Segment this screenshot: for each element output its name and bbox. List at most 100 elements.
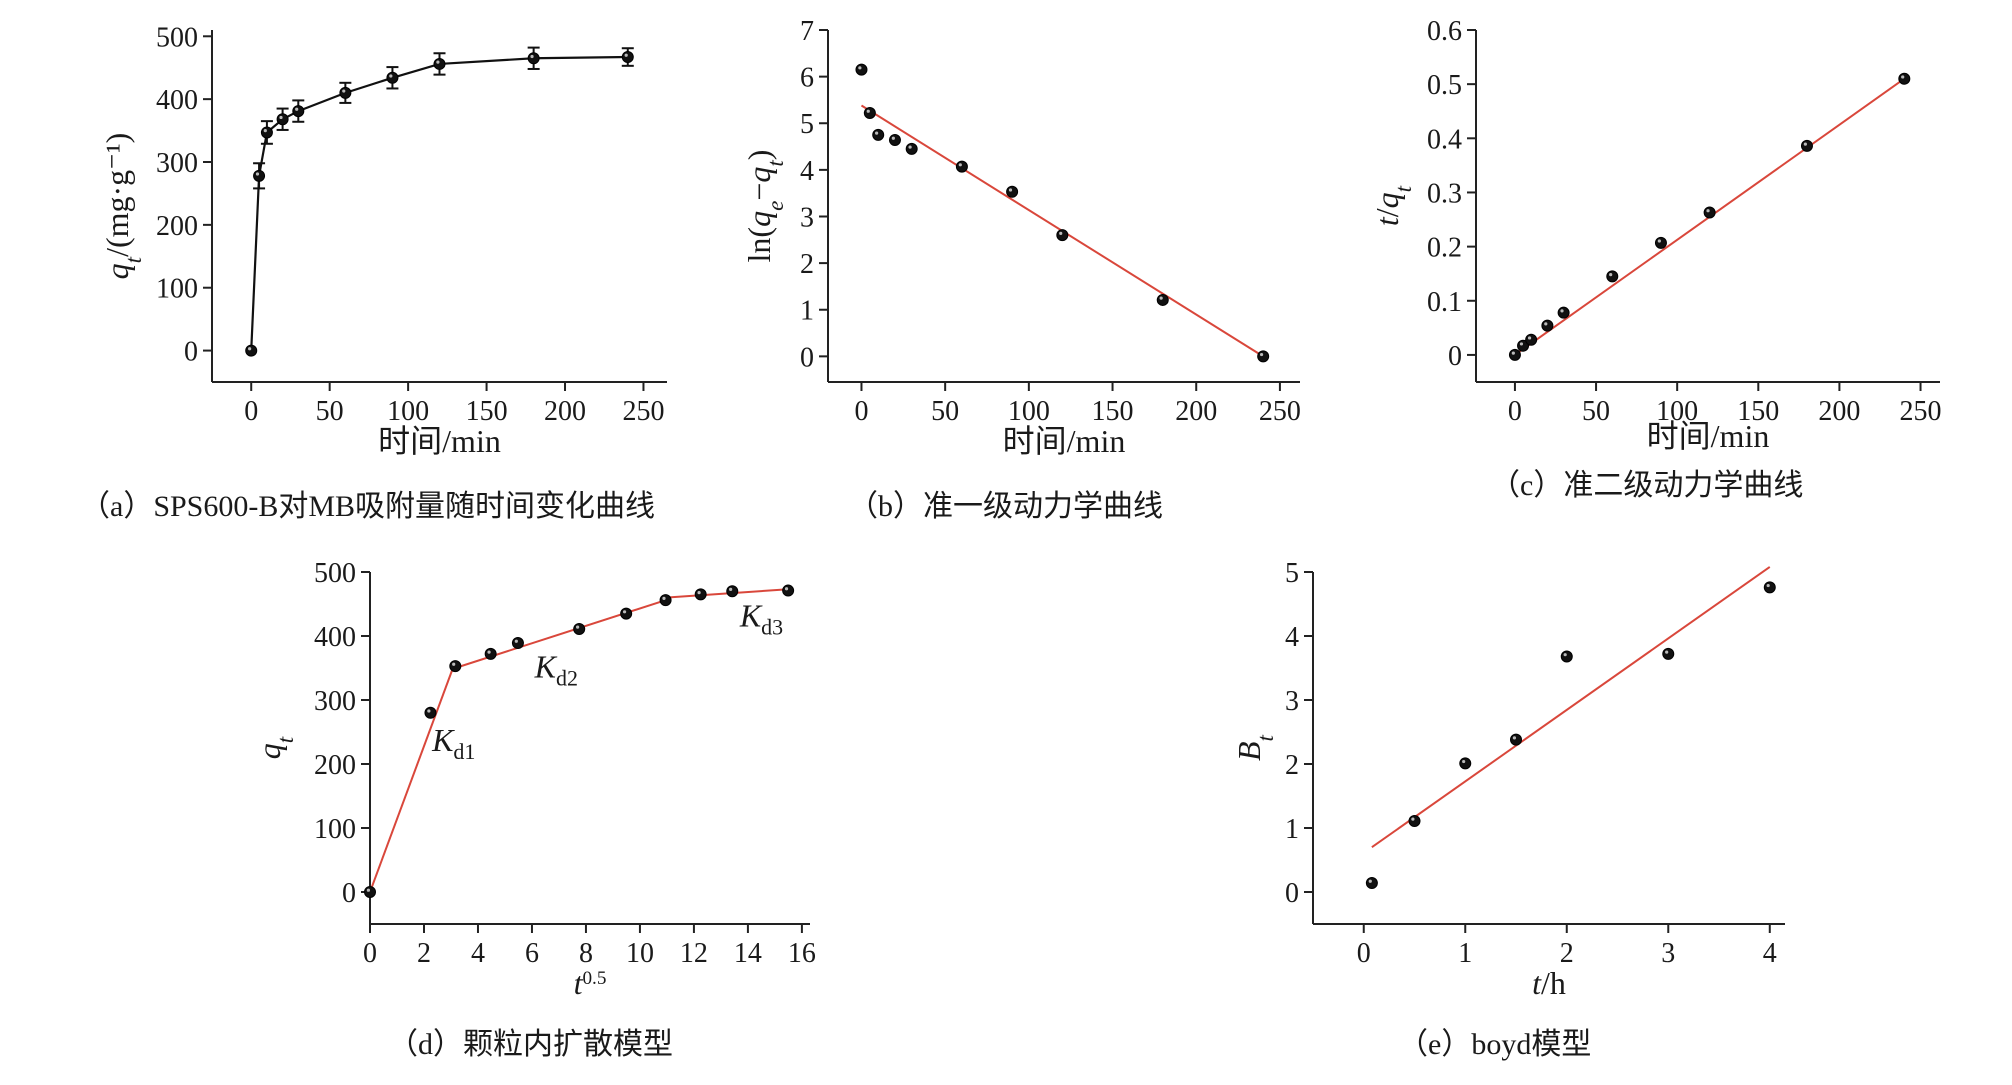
y-tick-label: 3 (1285, 686, 1299, 717)
x-tick-label: 100 (1008, 396, 1050, 427)
data-point (1763, 581, 1776, 594)
x-tick-label: 10 (626, 938, 654, 969)
chart-a: 0 50 100 150 200 250 0 100 200 300 400 500 时间/min qt/… (80, 22, 667, 523)
data-point (1800, 139, 1813, 152)
y-tick-label: 0.1 (1427, 287, 1462, 318)
data-point (386, 71, 399, 84)
chart-e: 0 1 2 3 4 0 1 2 3 4 5 t/h Bt （e）boyd模型 (1231, 558, 1785, 1061)
data-point (1006, 185, 1019, 198)
data-point-highlight (622, 610, 627, 614)
x-tick-label: 3 (1661, 938, 1675, 969)
x-tick-label: 0 (1508, 396, 1522, 427)
data-point (484, 647, 497, 660)
x-tick-label: 200 (1818, 396, 1860, 427)
data-point-highlight (452, 662, 456, 666)
data-point-highlight (514, 639, 518, 643)
x-axis-label: t/h (1532, 965, 1566, 1001)
annotation-label: Kd2 (534, 649, 578, 691)
data-point-highlight (436, 60, 440, 64)
data-point-highlight (908, 145, 912, 149)
x-tick-label: 150 (1737, 396, 1779, 427)
data-point (1459, 757, 1472, 770)
y-tick-label: 0 (184, 337, 198, 368)
chart-d: 0 2 4 6 8 10 12 14 16 0 100 200 300 400 500 t0.5 qt Kd1 Kd… (251, 558, 816, 1061)
annotation-label: Kd3 (739, 597, 783, 639)
data-point (1898, 72, 1911, 85)
x-tick-label: 8 (579, 938, 593, 969)
y-tick-label: 500 (156, 22, 198, 53)
data-point (1056, 229, 1069, 242)
fit-line (1371, 566, 1771, 849)
x-tick-label: 50 (316, 396, 344, 427)
x-tick-label: 0 (363, 938, 377, 969)
x-tick-label: 1 (1458, 938, 1472, 969)
y-tick-label: 200 (156, 211, 198, 242)
x-tick-label: 2 (1560, 938, 1574, 969)
y-tick-label: 0.4 (1427, 124, 1462, 155)
y-axis-label: qt/(mg·g⁻¹) (99, 133, 146, 280)
data-point (1541, 319, 1554, 332)
data-point-highlight (1511, 351, 1515, 355)
data-point-highlight (576, 625, 580, 629)
x-tick-label: 150 (466, 396, 508, 427)
data-point (276, 113, 289, 126)
series-line (250, 55, 628, 351)
data-point (855, 63, 868, 76)
y-tick-label: 0.5 (1427, 70, 1462, 101)
y-tick-label: 0 (800, 342, 814, 373)
x-tick-label: 150 (1092, 396, 1134, 427)
y-axis-label: ln(qe−qt) (741, 150, 788, 263)
x-tick-label: 100 (387, 396, 429, 427)
data-point (1557, 306, 1570, 319)
x-tick-label: 12 (680, 938, 708, 969)
x-tick-label: 16 (788, 938, 816, 969)
x-axis-label: 时间/min (378, 423, 501, 459)
data-point (292, 105, 305, 118)
y-tick-label: 5 (1285, 558, 1299, 589)
y-tick-label: 400 (314, 622, 356, 653)
data-point (424, 706, 437, 719)
figure-caption: （e）boyd模型 (1398, 1028, 1591, 1061)
data-point-highlight (279, 115, 283, 120)
x-tick-label: 50 (1582, 396, 1610, 427)
y-tick-label: 500 (314, 558, 356, 589)
data-point-highlight (958, 163, 962, 167)
x-tick-label: 0 (244, 396, 258, 427)
x-tick-label: 200 (544, 396, 586, 427)
x-tick-label: 0 (1357, 938, 1371, 969)
y-tick-label: 0.6 (1427, 16, 1462, 47)
y-tick-label: 400 (156, 85, 198, 116)
y-tick-label: 4 (1285, 622, 1299, 653)
y-axis-label: t/qt (1369, 185, 1416, 226)
y-tick-label: 300 (156, 148, 198, 179)
data-point-highlight (1159, 296, 1163, 300)
data-point-highlight (1527, 336, 1532, 340)
data-point-highlight (366, 888, 370, 892)
y-tick-label: 4 (800, 156, 814, 187)
data-point (1654, 236, 1667, 249)
figure-caption: （c）准二级动力学曲线 (1490, 469, 1803, 502)
data-point-highlight (858, 66, 862, 70)
fit-segment (369, 661, 457, 893)
data-point (726, 585, 739, 598)
data-point-highlight (1766, 583, 1770, 588)
data-point (339, 86, 352, 99)
data-point (694, 588, 707, 601)
data-point (260, 126, 273, 139)
data-point (888, 134, 901, 147)
data-point-highlight (1803, 142, 1807, 146)
annotation-label: Kd1 (431, 722, 475, 764)
y-tick-label: 1 (1285, 814, 1299, 845)
x-tick-label: 4 (471, 938, 485, 969)
data-point (1365, 877, 1378, 890)
data-point-highlight (1901, 75, 1905, 79)
data-point (433, 57, 446, 70)
y-tick-label: 7 (800, 16, 814, 47)
y-tick-label: 0 (1285, 878, 1299, 909)
x-tick-label: 0 (854, 396, 868, 427)
data-point-highlight (784, 587, 789, 591)
data-point (1156, 293, 1169, 306)
data-point-highlight (875, 131, 879, 135)
data-point-highlight (389, 74, 393, 78)
